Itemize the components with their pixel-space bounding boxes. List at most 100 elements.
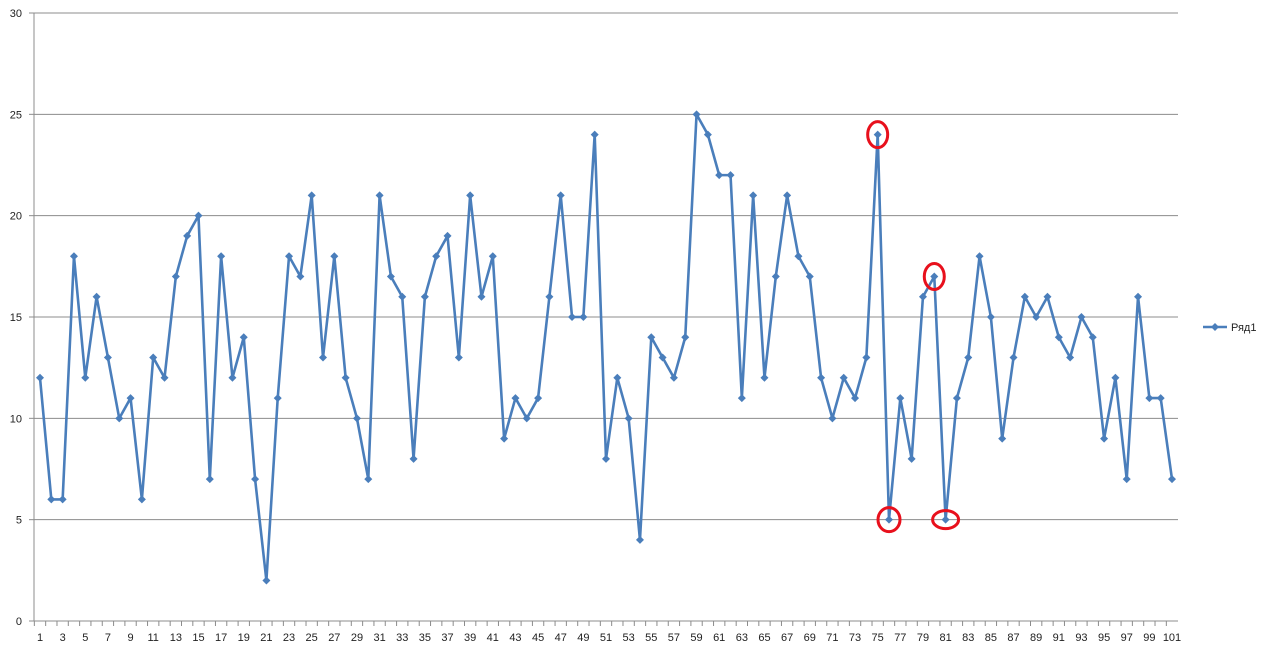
x-tick-label-31: 31 — [373, 632, 385, 644]
data-point-24 — [296, 272, 305, 281]
data-point-44 — [522, 414, 531, 423]
data-point-61 — [715, 171, 724, 180]
x-tick-label-11: 11 — [147, 632, 158, 644]
data-point-96 — [1111, 373, 1120, 382]
x-tick-label-9: 9 — [127, 632, 133, 644]
x-tick-label-21: 21 — [260, 632, 272, 644]
data-point-34 — [409, 454, 418, 463]
annotations — [866, 120, 961, 534]
data-point-32 — [386, 272, 395, 281]
data-point-78 — [907, 454, 916, 463]
x-tick-label-43: 43 — [509, 632, 521, 644]
data-point-22 — [273, 394, 282, 403]
data-point-33 — [398, 292, 407, 301]
data-point-95 — [1100, 434, 1109, 443]
data-point-3 — [58, 495, 67, 504]
x-tick-label-39: 39 — [464, 632, 476, 644]
data-point-26 — [319, 353, 327, 362]
data-point-67 — [783, 191, 792, 200]
data-point-9 — [126, 394, 135, 403]
x-tick-label-15: 15 — [192, 632, 204, 644]
annotation-circle-80 — [922, 261, 946, 291]
x-tick-label-95: 95 — [1098, 632, 1110, 644]
x-tick-label-57: 57 — [668, 632, 680, 644]
data-point-21 — [262, 576, 271, 585]
x-tick-label-37: 37 — [441, 632, 453, 644]
data-point-56 — [658, 353, 667, 362]
y-tick-label-25: 25 — [10, 109, 22, 121]
x-tick-label-101: 101 — [1163, 632, 1181, 644]
x-tick-label-97: 97 — [1121, 632, 1133, 644]
y-tick-label-30: 30 — [10, 8, 22, 20]
data-point-15 — [194, 211, 203, 220]
x-tick-label-25: 25 — [306, 632, 318, 644]
data-point-94 — [1088, 333, 1097, 342]
data-point-14 — [183, 231, 192, 240]
data-point-63 — [737, 394, 746, 403]
legend-label: Ряд1 — [1231, 322, 1256, 334]
x-tick-label-19: 19 — [238, 632, 250, 644]
data-point-40 — [477, 292, 486, 301]
x-tick-label-1: 1 — [37, 632, 43, 644]
data-point-54 — [635, 535, 644, 544]
data-point-50 — [590, 130, 599, 139]
data-point-37 — [443, 231, 452, 240]
data-point-65 — [760, 373, 769, 382]
annotation-circle-75 — [866, 120, 890, 150]
data-point-18 — [228, 373, 237, 382]
data-point-70 — [817, 373, 826, 382]
data-point-83 — [964, 353, 973, 362]
data-point-79 — [918, 292, 927, 301]
data-point-57 — [669, 373, 678, 382]
data-point-98 — [1134, 292, 1143, 301]
y-tick-label-0: 0 — [16, 616, 22, 628]
legend: Ряд1 — [1203, 322, 1256, 334]
x-tick-label-49: 49 — [577, 632, 589, 644]
legend-marker — [1211, 323, 1219, 331]
data-point-76 — [885, 515, 893, 524]
data-point-30 — [364, 475, 373, 484]
data-point-81 — [941, 515, 950, 524]
data-point-8 — [115, 414, 124, 423]
data-point-87 — [1009, 353, 1018, 362]
x-tick-label-85: 85 — [985, 632, 997, 644]
data-point-35 — [420, 292, 429, 301]
data-point-77 — [896, 394, 905, 403]
data-point-82 — [952, 394, 961, 403]
x-tick-label-65: 65 — [758, 632, 770, 644]
data-point-48 — [568, 313, 577, 321]
y-tick-labels: 0 5 10 15 20 25 30 — [10, 8, 22, 628]
x-tick-label-5: 5 — [82, 632, 88, 644]
data-point-38 — [454, 353, 463, 362]
data-point-62 — [726, 171, 735, 180]
data-point-42 — [500, 434, 509, 443]
data-point-6 — [92, 292, 101, 301]
data-point-55 — [647, 333, 656, 342]
x-tick-label-47: 47 — [555, 632, 567, 644]
x-tick-label-7: 7 — [105, 632, 111, 644]
gridlines — [34, 12, 1178, 521]
data-point-93 — [1077, 313, 1086, 321]
data-point-74 — [862, 353, 871, 362]
data-point-101 — [1168, 475, 1176, 484]
data-point-69 — [805, 272, 814, 281]
data-point-7 — [103, 353, 112, 362]
data-point-64 — [749, 191, 758, 200]
data-point-58 — [681, 333, 690, 342]
x-tick-label-91: 91 — [1053, 632, 1065, 644]
data-point-99 — [1145, 394, 1154, 403]
x-tick-label-79: 79 — [917, 632, 929, 644]
data-point-47 — [556, 191, 565, 200]
x-tick-label-35: 35 — [419, 632, 431, 644]
x-tick-labels: 1 3 5 7 9 11 13 15 17 19 21 23 25 27 29 31 33 35 37 39 41 43 4… — [37, 632, 1181, 644]
data-point-68 — [794, 252, 803, 261]
x-tick-label-77: 77 — [894, 632, 906, 644]
data-point-52 — [613, 373, 622, 382]
data-point-71 — [828, 414, 837, 423]
y-tick-label-5: 5 — [16, 515, 22, 527]
data-point-27 — [330, 252, 339, 261]
data-point-51 — [602, 454, 610, 463]
x-tick-label-59: 59 — [690, 632, 702, 644]
